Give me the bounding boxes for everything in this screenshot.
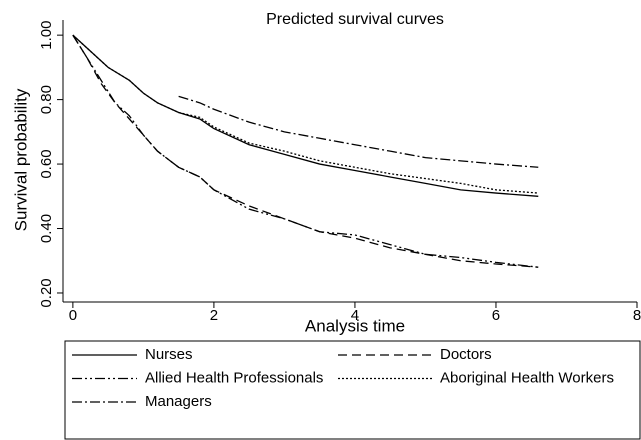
survival-curve bbox=[178, 95, 539, 168]
y-tick-label: 0.20 bbox=[38, 278, 55, 307]
legend-box bbox=[64, 340, 641, 440]
survival-curve bbox=[72, 34, 539, 194]
x-axis-label: Analysis time bbox=[305, 316, 405, 335]
legend-label: Doctors bbox=[440, 346, 492, 363]
y-tick-label: 1.00 bbox=[38, 21, 55, 50]
survival-curve bbox=[72, 34, 539, 268]
y-axis-label: Survival probability bbox=[11, 88, 30, 231]
y-tick-label: 0.40 bbox=[38, 214, 55, 243]
chart-title: Predicted survival curves bbox=[266, 11, 444, 28]
x-tick-label: 8 bbox=[633, 307, 641, 324]
x-tick-label: 6 bbox=[492, 307, 500, 324]
legend-label: Allied Health Professionals bbox=[145, 369, 323, 386]
survival-curve bbox=[72, 34, 539, 268]
x-tick-label: 4 bbox=[351, 307, 359, 324]
legend-label: Nurses bbox=[145, 346, 193, 363]
survival-curve bbox=[72, 34, 539, 197]
legend-label: Managers bbox=[145, 393, 212, 410]
x-tick-label: 0 bbox=[69, 307, 77, 324]
legend-label: Aboriginal Health Workers bbox=[440, 369, 614, 386]
y-tick-label: 0.80 bbox=[38, 85, 55, 114]
y-tick-label: 0.60 bbox=[38, 149, 55, 178]
x-tick-label: 2 bbox=[210, 307, 218, 324]
